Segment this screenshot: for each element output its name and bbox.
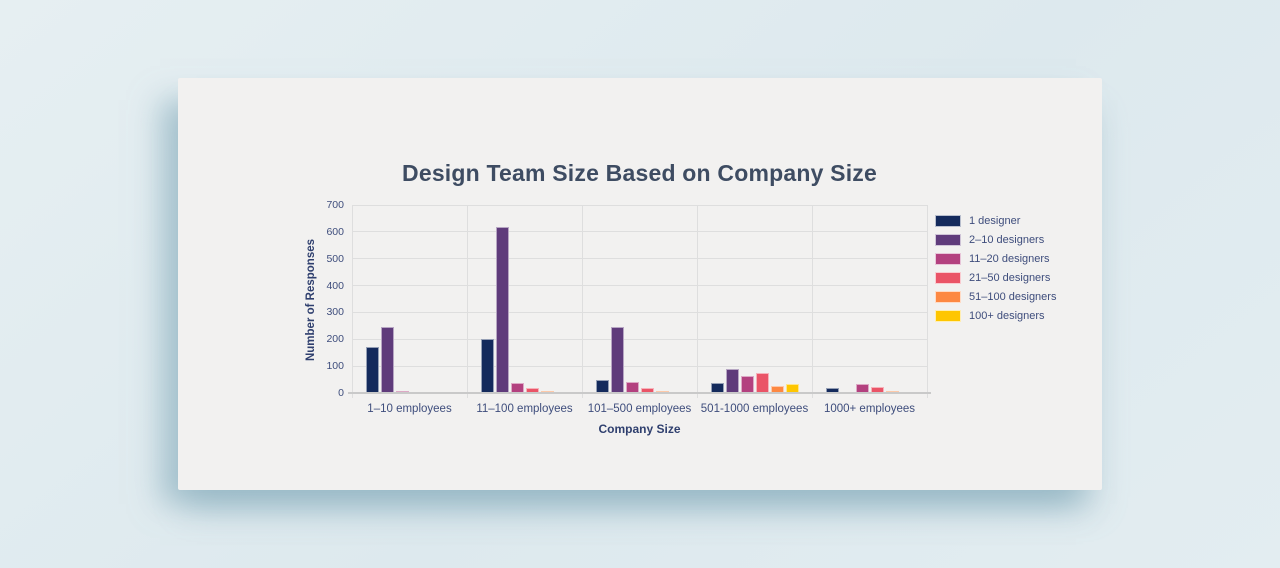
bar [785,384,799,393]
legend-swatch [935,290,961,303]
y-tick-label: 400 [326,279,344,292]
bar [610,327,624,393]
x-tick-label: 11–100 employees [476,403,573,415]
x-tick-label: 1000+ employees [823,403,916,415]
x-tick-label: 501-1000 employees [700,403,809,415]
bar [755,372,769,393]
x-axis-title: Company Size [598,422,681,436]
bar [740,375,754,393]
legend-swatch [935,252,961,265]
legend-item: 11–20 designers [935,249,1056,268]
legend-label: 11–20 designers [969,252,1050,265]
gridline-horizontal [352,285,927,287]
y-tick-label: 600 [326,225,344,238]
plot-area: 0 100 200 300 400 500 600 700 1–10 employees 11–1… [326,199,931,415]
gridline-vertical [351,205,353,398]
legend-swatch [935,309,961,322]
legend-item: 51–100 designers [935,287,1056,306]
legend-item: 2–10 designers [935,230,1056,249]
bar [855,384,869,393]
bar [625,381,639,393]
legend-label: 51–100 designers [969,290,1057,303]
bar-group [697,205,812,393]
legend-swatch [935,271,961,284]
gridline-horizontal [352,311,927,313]
bar [885,390,899,393]
bar [725,368,739,393]
y-tick-label: 100 [326,360,344,373]
bar [710,383,724,393]
bar [825,388,839,393]
x-tick-label: 101–500 employees [587,403,692,415]
gridline-horizontal [352,204,927,206]
gridline-horizontal [352,338,927,340]
bar [495,226,509,393]
chart-card: Design Team Size Based on Company Size N… [178,78,1102,490]
gridline-vertical [811,205,813,398]
legend-item: 1 designer [935,211,1056,230]
legend-label: 2–10 designers [969,233,1045,246]
legend: 1 designer 2–10 designers 11–20 designers 2… [935,211,1056,325]
legend-label: 1 designer [969,214,1021,227]
legend-item: 100+ designers [935,306,1056,325]
gridline-vertical [926,205,928,398]
bar [480,339,494,393]
legend-swatch [935,214,961,227]
y-tick-label: 500 [326,252,344,265]
y-tick-label: 0 [338,387,344,399]
gridline-vertical [581,205,583,398]
legend-label: 100+ designers [969,309,1045,322]
bar-group [467,205,582,393]
bar [525,388,539,393]
bar [595,379,609,393]
bar [380,326,394,393]
bar [870,386,884,393]
bar-group [582,205,697,393]
y-tick-label: 300 [326,306,344,319]
gridline-horizontal [352,231,927,233]
bar [770,386,784,393]
bar-group [352,205,467,393]
y-tick-label: 700 [326,199,344,211]
y-tick-label: 200 [326,333,344,346]
bar-group [812,205,927,393]
gridline-vertical [696,205,698,398]
gridline-horizontal [352,365,927,367]
gridline-horizontal [352,258,927,260]
legend-label: 21–50 designers [969,271,1051,284]
chart-title: Design Team Size Based on Company Size [402,160,877,186]
legend-swatch [935,233,961,246]
gridline-vertical [466,205,468,398]
bar [365,346,379,393]
x-axis-line [348,392,931,394]
bar [510,382,524,393]
x-tick-label: 1–10 employees [367,403,452,415]
bar [640,387,654,393]
legend-item: 21–50 designers [935,268,1056,287]
